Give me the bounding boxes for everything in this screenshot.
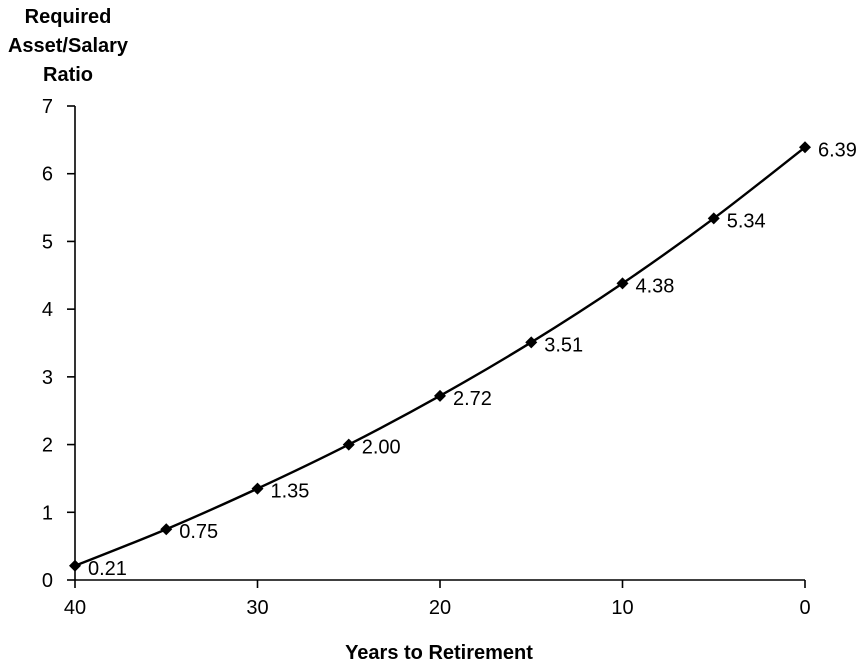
y-tick-label: 6 (42, 164, 53, 186)
data-point-marker (342, 438, 355, 451)
y-axis-title-line-2: Asset/Salary (8, 35, 129, 57)
data-label: 1.35 (271, 481, 310, 503)
x-tick-label: 20 (429, 597, 451, 619)
data-point-marker (616, 277, 629, 290)
y-tick-label: 0 (42, 570, 53, 592)
series-line (74, 146, 806, 567)
data-label: 2.00 (362, 437, 401, 459)
data-labels: 0.21 0.75 1.35 2.00 2.72 3.51 4.38 5.34 6.39 (88, 139, 857, 579)
y-axis-title-line-1: Required (25, 6, 112, 28)
data-label: 3.51 (544, 334, 583, 356)
y-tick-label: 2 (42, 435, 53, 457)
data-point-marker (160, 523, 173, 536)
x-tick-label: 40 (64, 597, 86, 619)
x-tick-label: 0 (799, 597, 810, 619)
y-tick-label: 4 (42, 299, 53, 321)
y-tick-label: 7 (42, 96, 53, 118)
y-axis-title: Required Asset/Salary Ratio (8, 6, 129, 86)
x-axis-ticks: 40 30 20 10 0 (64, 580, 811, 619)
data-point-marker (799, 141, 811, 154)
y-tick-label: 3 (42, 367, 53, 389)
x-axis-title: Years to Retirement (345, 642, 533, 664)
data-point-marker (69, 559, 81, 572)
data-point-marker (707, 212, 720, 225)
data-point-marker (434, 389, 446, 402)
data-label: 2.72 (453, 388, 492, 410)
data-label: 0.21 (88, 558, 127, 580)
data-markers (69, 141, 811, 572)
y-axis-ticks: 0 1 2 3 4 5 6 7 (42, 96, 75, 592)
y-tick-label: 5 (42, 231, 53, 253)
data-label: 5.34 (727, 210, 766, 232)
y-axis-title-line-3: Ratio (43, 64, 93, 86)
x-tick-label: 10 (611, 597, 633, 619)
x-tick-label: 30 (246, 597, 268, 619)
y-tick-label: 1 (42, 502, 53, 524)
data-label: 0.75 (179, 521, 218, 543)
data-point-marker (525, 336, 538, 349)
data-label: 4.38 (636, 275, 675, 297)
data-label: 6.39 (818, 139, 857, 161)
data-point-marker (251, 482, 264, 495)
